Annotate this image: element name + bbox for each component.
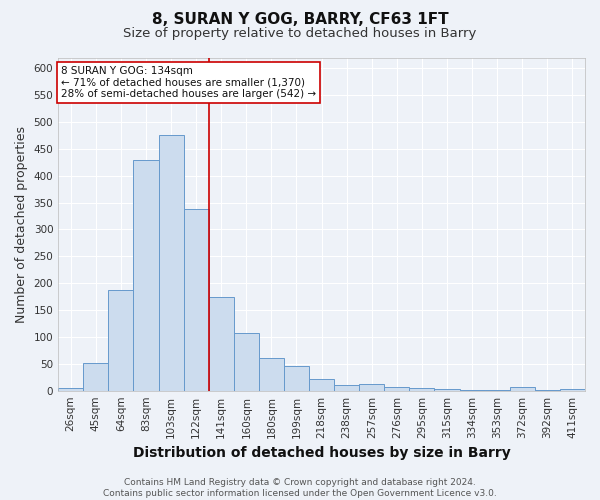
Bar [359, 384, 385, 390]
Bar [434, 388, 460, 390]
Y-axis label: Number of detached properties: Number of detached properties [15, 126, 28, 322]
X-axis label: Distribution of detached houses by size in Barry: Distribution of detached houses by size … [133, 446, 511, 460]
Bar [510, 388, 535, 390]
Text: Contains HM Land Registry data © Crown copyright and database right 2024.
Contai: Contains HM Land Registry data © Crown c… [103, 478, 497, 498]
Bar [184, 209, 209, 390]
Bar [259, 358, 284, 390]
Text: Size of property relative to detached houses in Barry: Size of property relative to detached ho… [124, 28, 476, 40]
Bar [284, 366, 309, 390]
Bar [109, 290, 133, 390]
Bar [133, 160, 158, 390]
Bar [234, 332, 259, 390]
Text: 8 SURAN Y GOG: 134sqm
← 71% of detached houses are smaller (1,370)
28% of semi-d: 8 SURAN Y GOG: 134sqm ← 71% of detached … [61, 66, 316, 99]
Bar [560, 389, 585, 390]
Bar [209, 296, 234, 390]
Bar [385, 388, 409, 390]
Bar [409, 388, 434, 390]
Bar [158, 136, 184, 390]
Text: 8, SURAN Y GOG, BARRY, CF63 1FT: 8, SURAN Y GOG, BARRY, CF63 1FT [152, 12, 448, 28]
Bar [334, 386, 359, 390]
Bar [58, 388, 83, 390]
Bar [309, 379, 334, 390]
Bar [83, 364, 109, 390]
